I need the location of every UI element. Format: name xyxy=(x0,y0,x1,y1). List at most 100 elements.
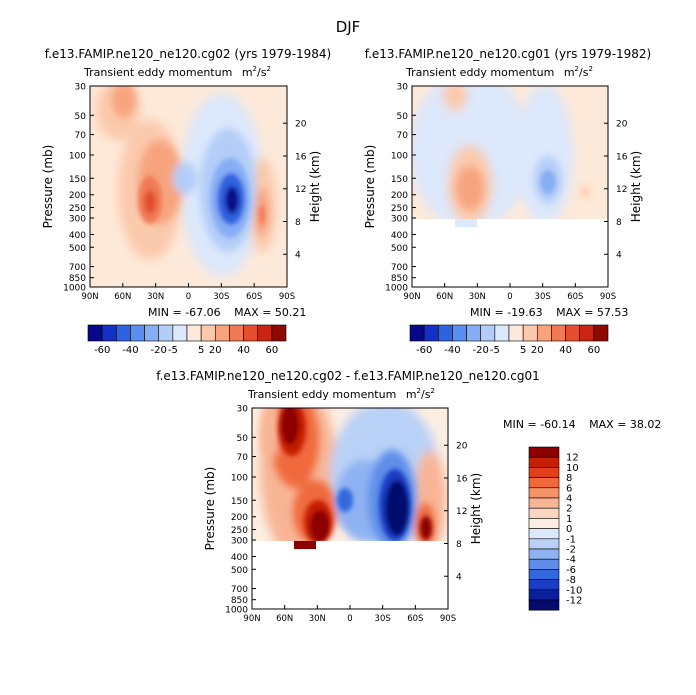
colorbar-swatch xyxy=(528,497,560,509)
colorbar-swatch xyxy=(528,507,560,519)
panel-3-height-tick-label: 16 xyxy=(456,474,468,484)
colorbar-label: -10 xyxy=(566,585,582,596)
panel-1-stats: MIN = -67.06 MAX = 50.21 xyxy=(148,306,306,319)
panel-2-pressure-tick-label: 700 xyxy=(391,263,408,273)
panel-3-lat-tick-label: 30S xyxy=(375,614,391,624)
colorbar-swatch xyxy=(528,548,560,560)
colorbar-label: 60 xyxy=(587,345,600,356)
colorbar-label: -2 xyxy=(566,545,576,556)
colorbar-swatch xyxy=(579,324,595,342)
colorbar-swatch xyxy=(522,324,538,342)
panel-2-pressure-tick-label: 850 xyxy=(391,274,408,284)
panel-2-pressure-tick-label: 150 xyxy=(391,175,408,185)
colorbar-swatch xyxy=(409,324,425,342)
colorbar-swatch xyxy=(494,324,510,342)
panel-3-height-tick-label: 4 xyxy=(456,573,462,583)
panel-2-ylabel-height: Height (km) xyxy=(629,151,643,222)
colorbar-label: -60 xyxy=(416,345,432,356)
colorbar-panel-1: -60 -40 -20 -5 5 20 40 60 xyxy=(87,324,287,356)
colorbar-swatch xyxy=(528,528,560,540)
panel-1-height-tick-label: 12 xyxy=(295,185,306,195)
colorbar-swatch xyxy=(466,324,482,342)
panel-1-ylabel-pressure: Pressure (mb) xyxy=(41,145,55,229)
colorbar-swatch xyxy=(172,324,188,342)
colorbar-swatch xyxy=(186,324,202,342)
colorbar-swatch xyxy=(257,324,273,342)
panel-2-ylabel-pressure: Pressure (mb) xyxy=(363,145,377,229)
panel-2-variable-title: Transient eddy momentum m2/s2 xyxy=(405,65,593,79)
panel-1-pressure-tick-label: 30 xyxy=(75,83,87,93)
panel-2-pressure-tick-label: 400 xyxy=(391,231,408,241)
panel-1-pressure-tick-label: 700 xyxy=(69,263,86,273)
panel-2: f.e13.FAMIP.ne120_ne120.cg01 (yrs 1979-1… xyxy=(365,47,651,288)
panel-3-pressure-tick-label: 300 xyxy=(231,536,248,546)
colorbar-label: -40 xyxy=(444,345,460,356)
colorbar-label: 20 xyxy=(209,345,222,356)
panel-3-height-tick-label: 8 xyxy=(456,540,462,550)
panel-1-pressure-tick-label: 250 xyxy=(69,204,86,214)
colorbar-label: 60 xyxy=(265,345,278,356)
panel-1-pressure-tick-label: 50 xyxy=(75,112,87,122)
colorbar-swatch xyxy=(528,589,560,601)
panel-3-pressure-tick-label: 850 xyxy=(231,596,248,606)
panel-2-lat-tick-label: 90N xyxy=(403,292,420,302)
panel-1-lat-tick-label: 0 xyxy=(186,292,191,302)
colorbar-label: 40 xyxy=(237,345,250,356)
panel-3-pressure-tick-label: 30 xyxy=(237,405,249,415)
colorbar-swatch xyxy=(528,467,560,478)
panel-3-height-tick-label: 12 xyxy=(456,507,467,517)
colorbar-swatch xyxy=(528,487,560,499)
colorbar-label: 20 xyxy=(531,345,544,356)
panel-2-height-tick-label: 8 xyxy=(616,218,622,228)
colorbar-label: -8 xyxy=(566,575,576,586)
panel-2-masked-region xyxy=(412,219,608,287)
colorbar-label: -5 xyxy=(490,345,500,356)
panel-3-stats: MIN = -60.14 MAX = 38.02 xyxy=(503,418,661,431)
panel-3-lat-tick-label: 30N xyxy=(309,614,326,624)
panel-1-pressure-tick-label: 70 xyxy=(75,131,87,141)
panel-2-pressure-tick-label: 300 xyxy=(391,214,408,224)
panel-1-lat-tick-label: 30S xyxy=(213,292,229,302)
panel-3-extension-block xyxy=(294,541,316,549)
colorbar-label: -40 xyxy=(122,345,138,356)
colorbar-label: 8 xyxy=(566,473,572,484)
panel-3-masked-region xyxy=(252,541,448,609)
panel-2-stats: MIN = -19.63 MAX = 57.53 xyxy=(470,306,628,319)
colorbar-swatch xyxy=(536,324,552,342)
colorbar-label: 4 xyxy=(566,494,572,505)
colorbar-label: -60 xyxy=(94,345,110,356)
panel-2-lat-tick-label: 30N xyxy=(469,292,486,302)
season-title: DJF xyxy=(336,18,361,36)
colorbar-swatch xyxy=(437,324,453,342)
panel-1-heatmap xyxy=(90,86,287,287)
panel-2-pressure-tick-label: 200 xyxy=(391,191,408,201)
panel-2-lat-tick-label: 90S xyxy=(600,292,616,302)
panel-3-pressure-tick-label: 400 xyxy=(231,553,248,563)
panel-1-pressure-tick-label: 300 xyxy=(69,214,86,224)
panel-2-height-tick-label: 12 xyxy=(616,185,627,195)
colorbar-swatch xyxy=(200,324,216,342)
panel-2-pressure-tick-label: 50 xyxy=(397,112,409,122)
panel-2-height-tick-label: 4 xyxy=(616,251,622,261)
colorbar-label: 0 xyxy=(566,524,572,535)
panel-2-pressure-tick-label: 70 xyxy=(397,131,409,141)
colorbar-swatch xyxy=(130,324,145,342)
colorbar-label: 6 xyxy=(566,483,572,494)
panel-2-height-tick-label: 16 xyxy=(616,152,628,162)
colorbar-panel-2: -60 -40 -20 -5 5 20 40 60 xyxy=(409,324,609,356)
colorbar-swatch xyxy=(528,569,560,580)
panel-3-pressure-tick-label: 500 xyxy=(231,566,248,576)
panel-3-pressure-tick-label: 100 xyxy=(231,474,248,484)
colorbar-swatch xyxy=(528,579,560,591)
panel-3-lat-tick-label: 90N xyxy=(243,614,260,624)
panel-3: f.e13.FAMIP.ne120_ne120.cg02 - f.e13.FAM… xyxy=(156,369,540,610)
colorbar-swatch xyxy=(528,477,560,489)
panel-2-pressure-tick-label: 1000 xyxy=(385,284,408,294)
panel-3-pressure-tick-label: 250 xyxy=(231,526,248,536)
panel-3-pressure-tick-label: 200 xyxy=(231,513,248,523)
panel-1-pressure-tick-label: 150 xyxy=(69,175,86,185)
panel-2-lat-tick-label: 60N xyxy=(436,292,453,302)
